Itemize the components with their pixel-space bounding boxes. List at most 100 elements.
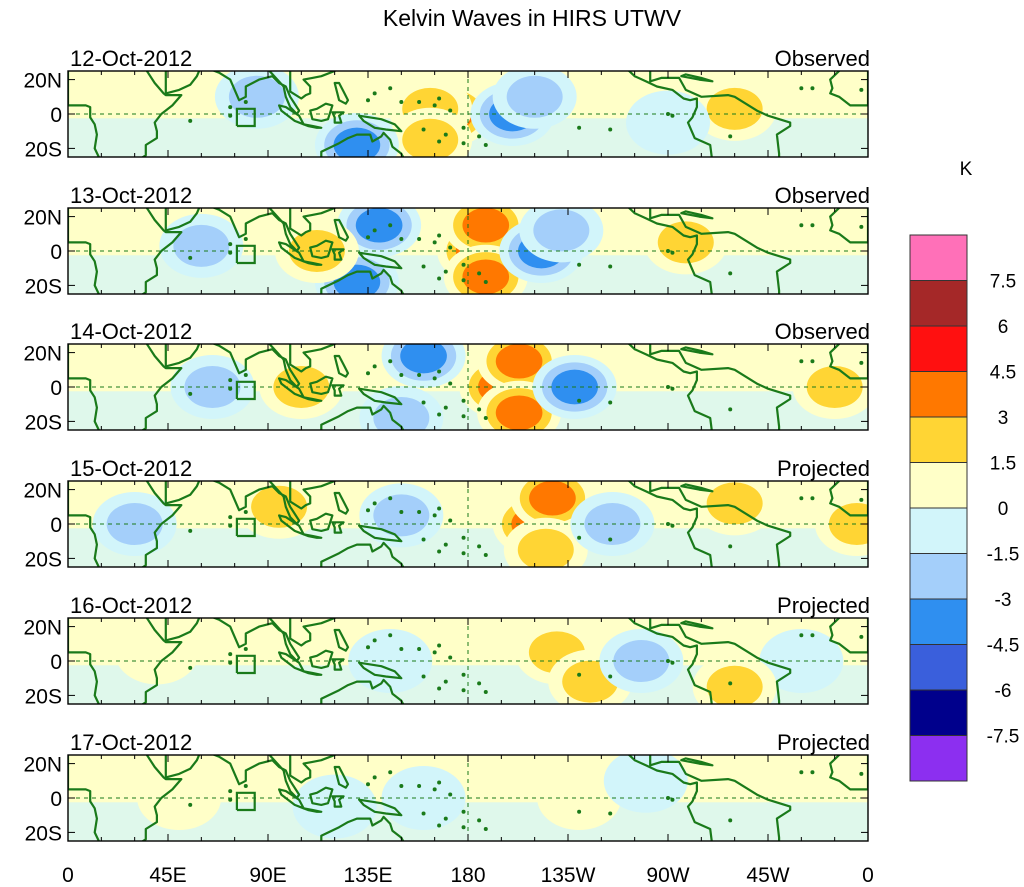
coastline (331, 384, 345, 397)
coastline (320, 268, 405, 294)
coastline (309, 649, 334, 669)
anomaly-contour (402, 118, 459, 157)
island (421, 674, 426, 679)
island (366, 782, 370, 787)
panel-date: 14-Oct-2012 (70, 319, 192, 344)
coastline (320, 131, 405, 157)
anomaly-contour (603, 755, 688, 813)
island (372, 501, 377, 506)
colorbar-swatch (909, 735, 968, 782)
coastline (320, 404, 405, 430)
coastline (289, 618, 337, 647)
island (799, 770, 804, 775)
island (461, 809, 466, 814)
island (388, 223, 393, 228)
region-box (235, 517, 256, 538)
coastline (164, 755, 301, 800)
anomaly-6 (314, 112, 399, 157)
island (608, 811, 613, 816)
anomaly-5 (492, 71, 577, 129)
island (810, 223, 815, 228)
island (577, 672, 582, 677)
island (421, 127, 426, 132)
island (666, 522, 670, 526)
coastline (309, 375, 334, 395)
coastline (680, 346, 714, 356)
panel-kind: Observed (775, 46, 870, 71)
panel-field (68, 618, 868, 704)
island (421, 811, 426, 816)
anomaly-5 (519, 208, 604, 263)
island (228, 242, 233, 247)
island (228, 250, 233, 255)
anomaly-4 (137, 766, 222, 830)
island (372, 364, 377, 369)
coastline (302, 670, 323, 676)
coastline (331, 248, 345, 261)
coastline (829, 755, 868, 791)
coastline (68, 618, 183, 704)
panel-field (68, 344, 868, 430)
island (728, 818, 733, 823)
island (666, 112, 670, 116)
island (228, 515, 233, 520)
island (437, 643, 442, 648)
island (417, 99, 422, 104)
coastline (358, 387, 403, 406)
y-tick-label: 20N (23, 207, 62, 230)
island (437, 233, 442, 238)
coastline (289, 71, 337, 100)
anomaly-contour (251, 485, 308, 528)
y-tick-label: 20S (25, 548, 62, 571)
y-tick-label: 20N (23, 754, 62, 777)
island (417, 509, 422, 514)
region-box (235, 380, 256, 401)
panel-3: 20N 0 20S 14-Oct-2012 Observed (23, 319, 870, 434)
anomaly-1 (537, 766, 622, 830)
colorbar-label: -6 (995, 681, 1012, 702)
island (461, 278, 466, 283)
island (417, 236, 422, 241)
y-tick-label: 0 (50, 514, 62, 537)
island (608, 400, 613, 405)
panel-kind: Observed (775, 319, 870, 344)
colorbar-label: 4.5 (990, 363, 1016, 384)
island (443, 132, 448, 137)
island (372, 228, 377, 233)
y-tick-label: 20S (25, 685, 62, 708)
island (448, 792, 453, 797)
y-tick-label: 20N (23, 70, 62, 93)
island (577, 125, 582, 130)
island (188, 665, 193, 670)
island (461, 414, 466, 419)
island (577, 535, 582, 540)
island (448, 381, 453, 386)
coastline (320, 815, 405, 841)
island (228, 797, 233, 802)
x-tick-label: 90E (249, 864, 286, 887)
panel-date: 15-Oct-2012 (70, 456, 192, 481)
anomaly-7 (237, 481, 322, 539)
coastline (309, 102, 334, 122)
coastline (358, 251, 403, 270)
island (448, 108, 453, 113)
coastline (627, 208, 792, 294)
colorbar-label: 1.5 (990, 454, 1016, 475)
island (188, 391, 193, 396)
coastline (309, 786, 334, 806)
island (728, 681, 733, 686)
chart-title: Kelvin Waves in HIRS UTWV (383, 5, 682, 31)
island (188, 118, 193, 123)
island (477, 271, 482, 276)
panel-field (68, 208, 868, 294)
y-tick-label: 20N (23, 343, 62, 366)
island (388, 633, 393, 638)
anomaly-3 (503, 517, 588, 567)
colorbar-swatch (909, 280, 968, 327)
y-tick-label: 20N (23, 617, 62, 640)
y-tick-label: 20S (25, 138, 62, 161)
island (859, 771, 864, 776)
island (728, 544, 733, 549)
x-tick-label: 45E (149, 864, 186, 887)
anomaly-2 (443, 208, 528, 258)
